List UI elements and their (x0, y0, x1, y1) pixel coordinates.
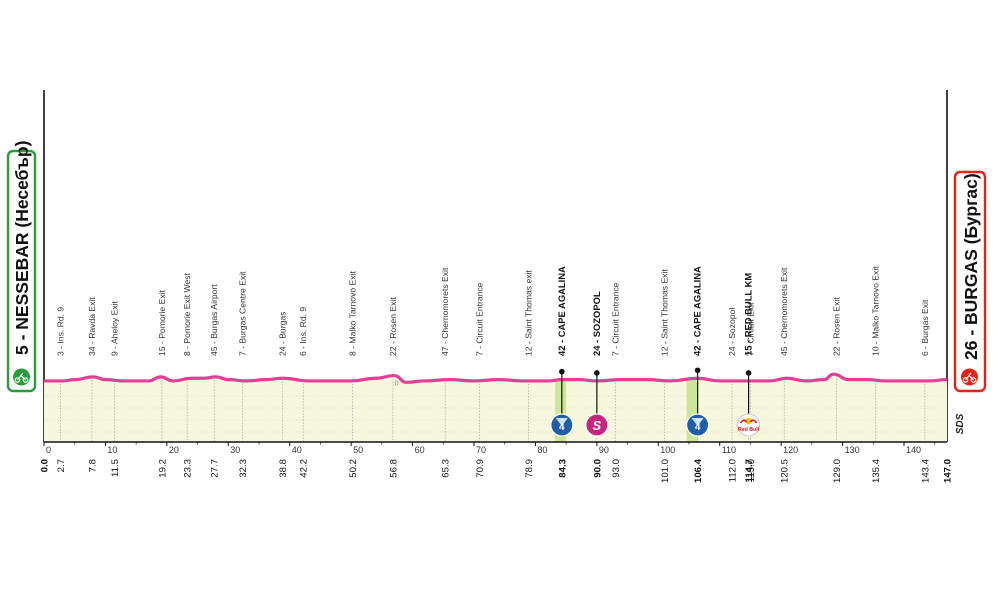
x-tick-label: 140 (906, 445, 921, 455)
waypoint-distance: 2.7 (56, 459, 67, 472)
waypoint-label: 7 - Circuit Exit (745, 302, 755, 356)
x-tick-label: 40 (292, 445, 302, 455)
waypoint-label: 15 - Pomorie Exit (157, 289, 167, 356)
redbull-bulls-icon (739, 419, 758, 424)
waypoint-distance: 90.0 (592, 459, 603, 478)
redbull-sun-icon (745, 417, 752, 425)
waypoint-distance: 70.9 (475, 459, 486, 478)
cyclist-icon (13, 368, 30, 386)
x-tick-label: 80 (537, 445, 547, 455)
start-city-label: 5 - NESSEBAR (Несебър) (12, 141, 32, 355)
waypoint-label: 42 - CAPE AGALINA (692, 266, 703, 356)
waypoint-label: 34 - Ravda Exit (87, 297, 97, 356)
x-tick-label: 90 (599, 445, 609, 455)
marker-dot (559, 368, 565, 375)
waypoint-label: 12 - Saint Thomas exit (524, 270, 534, 356)
waypoint-distance: 112.0 (728, 459, 739, 482)
waypoint-distance: 78.9 (524, 459, 535, 478)
waypoint-distance: 65.3 (441, 459, 452, 478)
finish-city-box: 26 - BURGAS (Бургас) (953, 170, 987, 393)
waypoint-label: 10 - Malko Tarnovo Exit (871, 266, 881, 356)
sprint-badge (585, 413, 609, 437)
waypoint-distance: 23.3 (183, 459, 194, 478)
waypoint-distance: 11.5 (110, 459, 121, 477)
start-cyclist-glyph (14, 372, 29, 383)
x-tick-label: 10 (107, 445, 117, 455)
kom-category-label: 4 (695, 422, 701, 433)
kom-category-label: 4 (559, 422, 565, 433)
waypoint-distance: 7.8 (87, 459, 98, 472)
x-tick-label: 130 (845, 445, 860, 455)
waypoint-label: 22 - Rosen Exit (831, 297, 841, 356)
waypoint-label: 24 - Sozopol (727, 308, 737, 356)
waypoint-label: 24 - SOZOPOL (591, 291, 602, 356)
waypoint-label: 8 - Malko Tarnovo Exit (347, 271, 357, 356)
waypoint-distance: 0.0 (40, 459, 51, 472)
sprint-badge-label: S (593, 418, 602, 433)
finish-cyclist-glyph (962, 372, 977, 383)
waypoint-label: 45 - Chernomorets Exit (779, 267, 789, 356)
x-tick-label: 60 (415, 445, 425, 455)
waypoint-label: 47 - Chernomorets Exit (440, 267, 450, 356)
waypoint-distance: 42.2 (299, 459, 310, 478)
waypoint-distance: 50.2 (348, 459, 359, 478)
waypoint-distance: 115.0 (746, 459, 757, 482)
start-city-box: 5 - NESSEBAR (Несебър) (6, 141, 37, 393)
waypoint-label: 12 - Saint Thomas Exit (659, 269, 669, 356)
waypoint-label: 9 - Aheloy Exit (110, 300, 120, 356)
waypoint-distance: 38.8 (278, 459, 289, 478)
waypoint-label: 24 - Burgas (277, 312, 287, 356)
profile-area-fill (44, 374, 947, 442)
redbull-badge (737, 413, 761, 437)
waypoint-distance: 84.3 (557, 459, 568, 478)
x-tick-label: 110 (722, 445, 736, 455)
waypoint-label: 22 - Rosen Exit (388, 297, 398, 356)
marker-dot (594, 370, 600, 376)
flat-mark-label: 0 (395, 381, 399, 388)
waypoint-distance: 101.0 (660, 459, 671, 483)
x-tick-label: 30 (230, 445, 240, 455)
waypoint-distance: 120.5 (780, 459, 791, 483)
x-tick-label: 50 (353, 445, 363, 455)
x-tick-label: 70 (476, 445, 486, 455)
waypoint-label: 7 - Circuit Entrance (610, 282, 620, 356)
waypoint-label: 3 - Ins. Rd. 9 (56, 307, 66, 356)
waypoint-distance: 27.7 (210, 459, 221, 478)
marker-dot (694, 367, 701, 374)
waypoint-distance: 147.0 (943, 459, 954, 483)
brand-logo-text: SDS (955, 413, 966, 434)
waypoint-distance: 135.4 (871, 458, 882, 483)
start-box-border (6, 149, 37, 393)
marker-dot (745, 370, 752, 376)
waypoint-distance: 32.3 (238, 459, 249, 478)
profile-line (44, 372, 948, 384)
waypoint-label: 7 - Burgas Centre Exit (237, 271, 247, 356)
waypoint-distance: 114.7 (744, 459, 755, 482)
x-tick-label: 0 (46, 445, 51, 455)
waypoint-distance: 129.0 (832, 459, 843, 483)
x-tick-label: 100 (660, 445, 675, 455)
waypoint-distance: 106.4 (693, 458, 704, 483)
waypoint-label: 42 - CAPE AGALINA (556, 266, 567, 356)
waypoint-distance: 56.8 (388, 459, 399, 478)
waypoint-distance: 19.2 (157, 459, 168, 478)
finish-box-border (953, 170, 987, 393)
redbull-badge-label: Red Bull (738, 427, 760, 433)
waypoint-distance: 143.4 (920, 458, 931, 483)
kom-mountain-icon (691, 418, 704, 426)
waypoint-label: 7 - Circuit Entrance (475, 282, 485, 356)
kom-mountain-icon (555, 418, 568, 426)
x-tick-label: 20 (169, 445, 179, 455)
waypoint-label: 6 - Ins. Rd. 9 (298, 307, 308, 356)
waypoint-label: 45 - Burgas Airport (209, 284, 219, 356)
finish-city-label: 26 - BURGAS (Бургас) (961, 173, 981, 360)
waypoint-distance: 93.0 (611, 459, 622, 478)
waypoint-label: 6 - Burgas Exit (920, 299, 930, 356)
cyclist-icon (961, 368, 978, 386)
x-tick-label: 120 (783, 445, 798, 455)
waypoint-label: 8 - Pomorie Exit West (182, 272, 192, 356)
waypoint-label: 15 - RED BULL KM (743, 273, 754, 356)
